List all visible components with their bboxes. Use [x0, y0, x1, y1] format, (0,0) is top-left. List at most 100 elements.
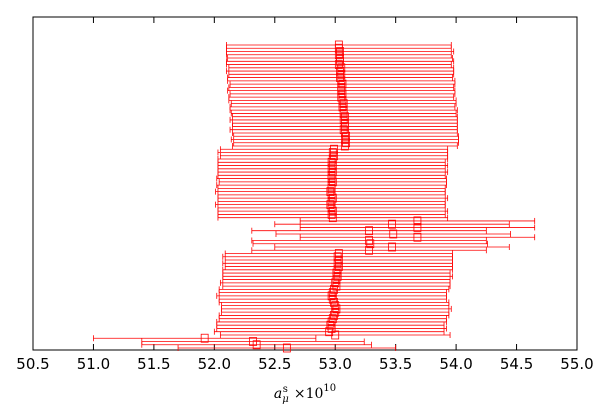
error-bar — [226, 61, 452, 68]
error-bar — [216, 325, 447, 332]
error-bar — [229, 90, 456, 97]
marker — [333, 265, 342, 275]
marker — [334, 249, 343, 258]
marker — [336, 66, 344, 76]
error-bar — [227, 55, 453, 62]
error-bar — [177, 345, 397, 351]
error-bar — [222, 283, 451, 290]
marker — [338, 102, 347, 112]
error-bar — [228, 71, 455, 78]
marker — [413, 223, 422, 232]
marker — [252, 340, 261, 350]
marker — [328, 288, 337, 298]
error-bar — [216, 182, 447, 189]
marker — [327, 210, 336, 219]
marker — [330, 144, 338, 154]
x-tick-label: 50.5 — [16, 355, 49, 373]
plot-frame — [32, 16, 578, 351]
marker — [339, 115, 348, 125]
error-bar — [229, 81, 456, 88]
marker — [327, 196, 336, 206]
marker — [333, 252, 342, 262]
marker — [340, 141, 349, 151]
marker — [334, 262, 343, 271]
marker — [413, 216, 422, 226]
marker — [328, 213, 337, 223]
marker — [328, 161, 337, 170]
x-tick-label: 52.5 — [258, 355, 291, 373]
error-bar — [230, 110, 457, 117]
marker — [366, 239, 375, 249]
marker — [330, 297, 338, 307]
marker — [331, 278, 340, 288]
symbol: a — [274, 386, 282, 402]
marker — [334, 43, 343, 53]
marker — [340, 128, 349, 138]
marker — [328, 177, 337, 187]
marker — [326, 200, 335, 210]
marker — [339, 125, 348, 135]
marker — [331, 301, 340, 311]
marker — [338, 95, 347, 105]
marker — [336, 56, 344, 66]
error-bar — [251, 227, 487, 234]
marker — [339, 109, 348, 118]
marker — [365, 236, 373, 245]
marker — [339, 99, 348, 109]
x-tick-label: 51.0 — [77, 355, 110, 373]
error-bar — [251, 247, 487, 254]
error-bar — [274, 221, 510, 228]
superscript: s — [283, 384, 288, 395]
marker — [328, 154, 337, 164]
marker — [338, 79, 347, 89]
marker — [413, 232, 422, 242]
marker — [328, 148, 337, 157]
marker — [336, 73, 344, 82]
marker — [336, 47, 344, 56]
error-bar — [229, 107, 458, 114]
marker — [338, 89, 347, 99]
marker — [388, 242, 396, 252]
marker — [388, 219, 396, 229]
marker — [327, 174, 336, 183]
marker — [332, 304, 341, 314]
x-axis-label: aμs ×1010 — [274, 383, 336, 405]
error-bar — [252, 240, 488, 247]
marker — [340, 112, 349, 122]
factor: ×10 — [294, 386, 324, 402]
marker — [325, 327, 334, 337]
x-tick-label: 53.0 — [319, 355, 352, 373]
marker — [331, 307, 340, 317]
error-bar — [230, 100, 457, 107]
exponent: 10 — [323, 383, 336, 394]
marker — [337, 92, 346, 102]
error-bar — [299, 224, 536, 231]
error-bar — [228, 84, 455, 91]
marker — [333, 271, 342, 281]
x-tick-label: 53.5 — [379, 355, 412, 373]
x-tick-label: 55.0 — [560, 355, 593, 373]
error-bar — [217, 214, 449, 221]
marker — [337, 86, 346, 96]
error-bar — [232, 129, 458, 136]
marker — [334, 255, 343, 265]
marker — [327, 291, 336, 301]
marker — [334, 50, 343, 60]
marker — [389, 229, 398, 239]
marker — [327, 190, 336, 200]
marker — [200, 333, 209, 343]
marker — [328, 314, 337, 324]
marker — [337, 76, 346, 86]
marker — [342, 131, 351, 141]
error-bar — [274, 244, 510, 250]
error-bar — [232, 143, 458, 149]
marker — [331, 330, 340, 340]
marker — [340, 135, 349, 144]
error-bar — [93, 335, 317, 342]
marker — [365, 245, 373, 255]
x-tick-label: 52.0 — [198, 355, 231, 373]
marker — [282, 343, 291, 353]
marker — [365, 226, 373, 236]
marker — [327, 183, 336, 193]
